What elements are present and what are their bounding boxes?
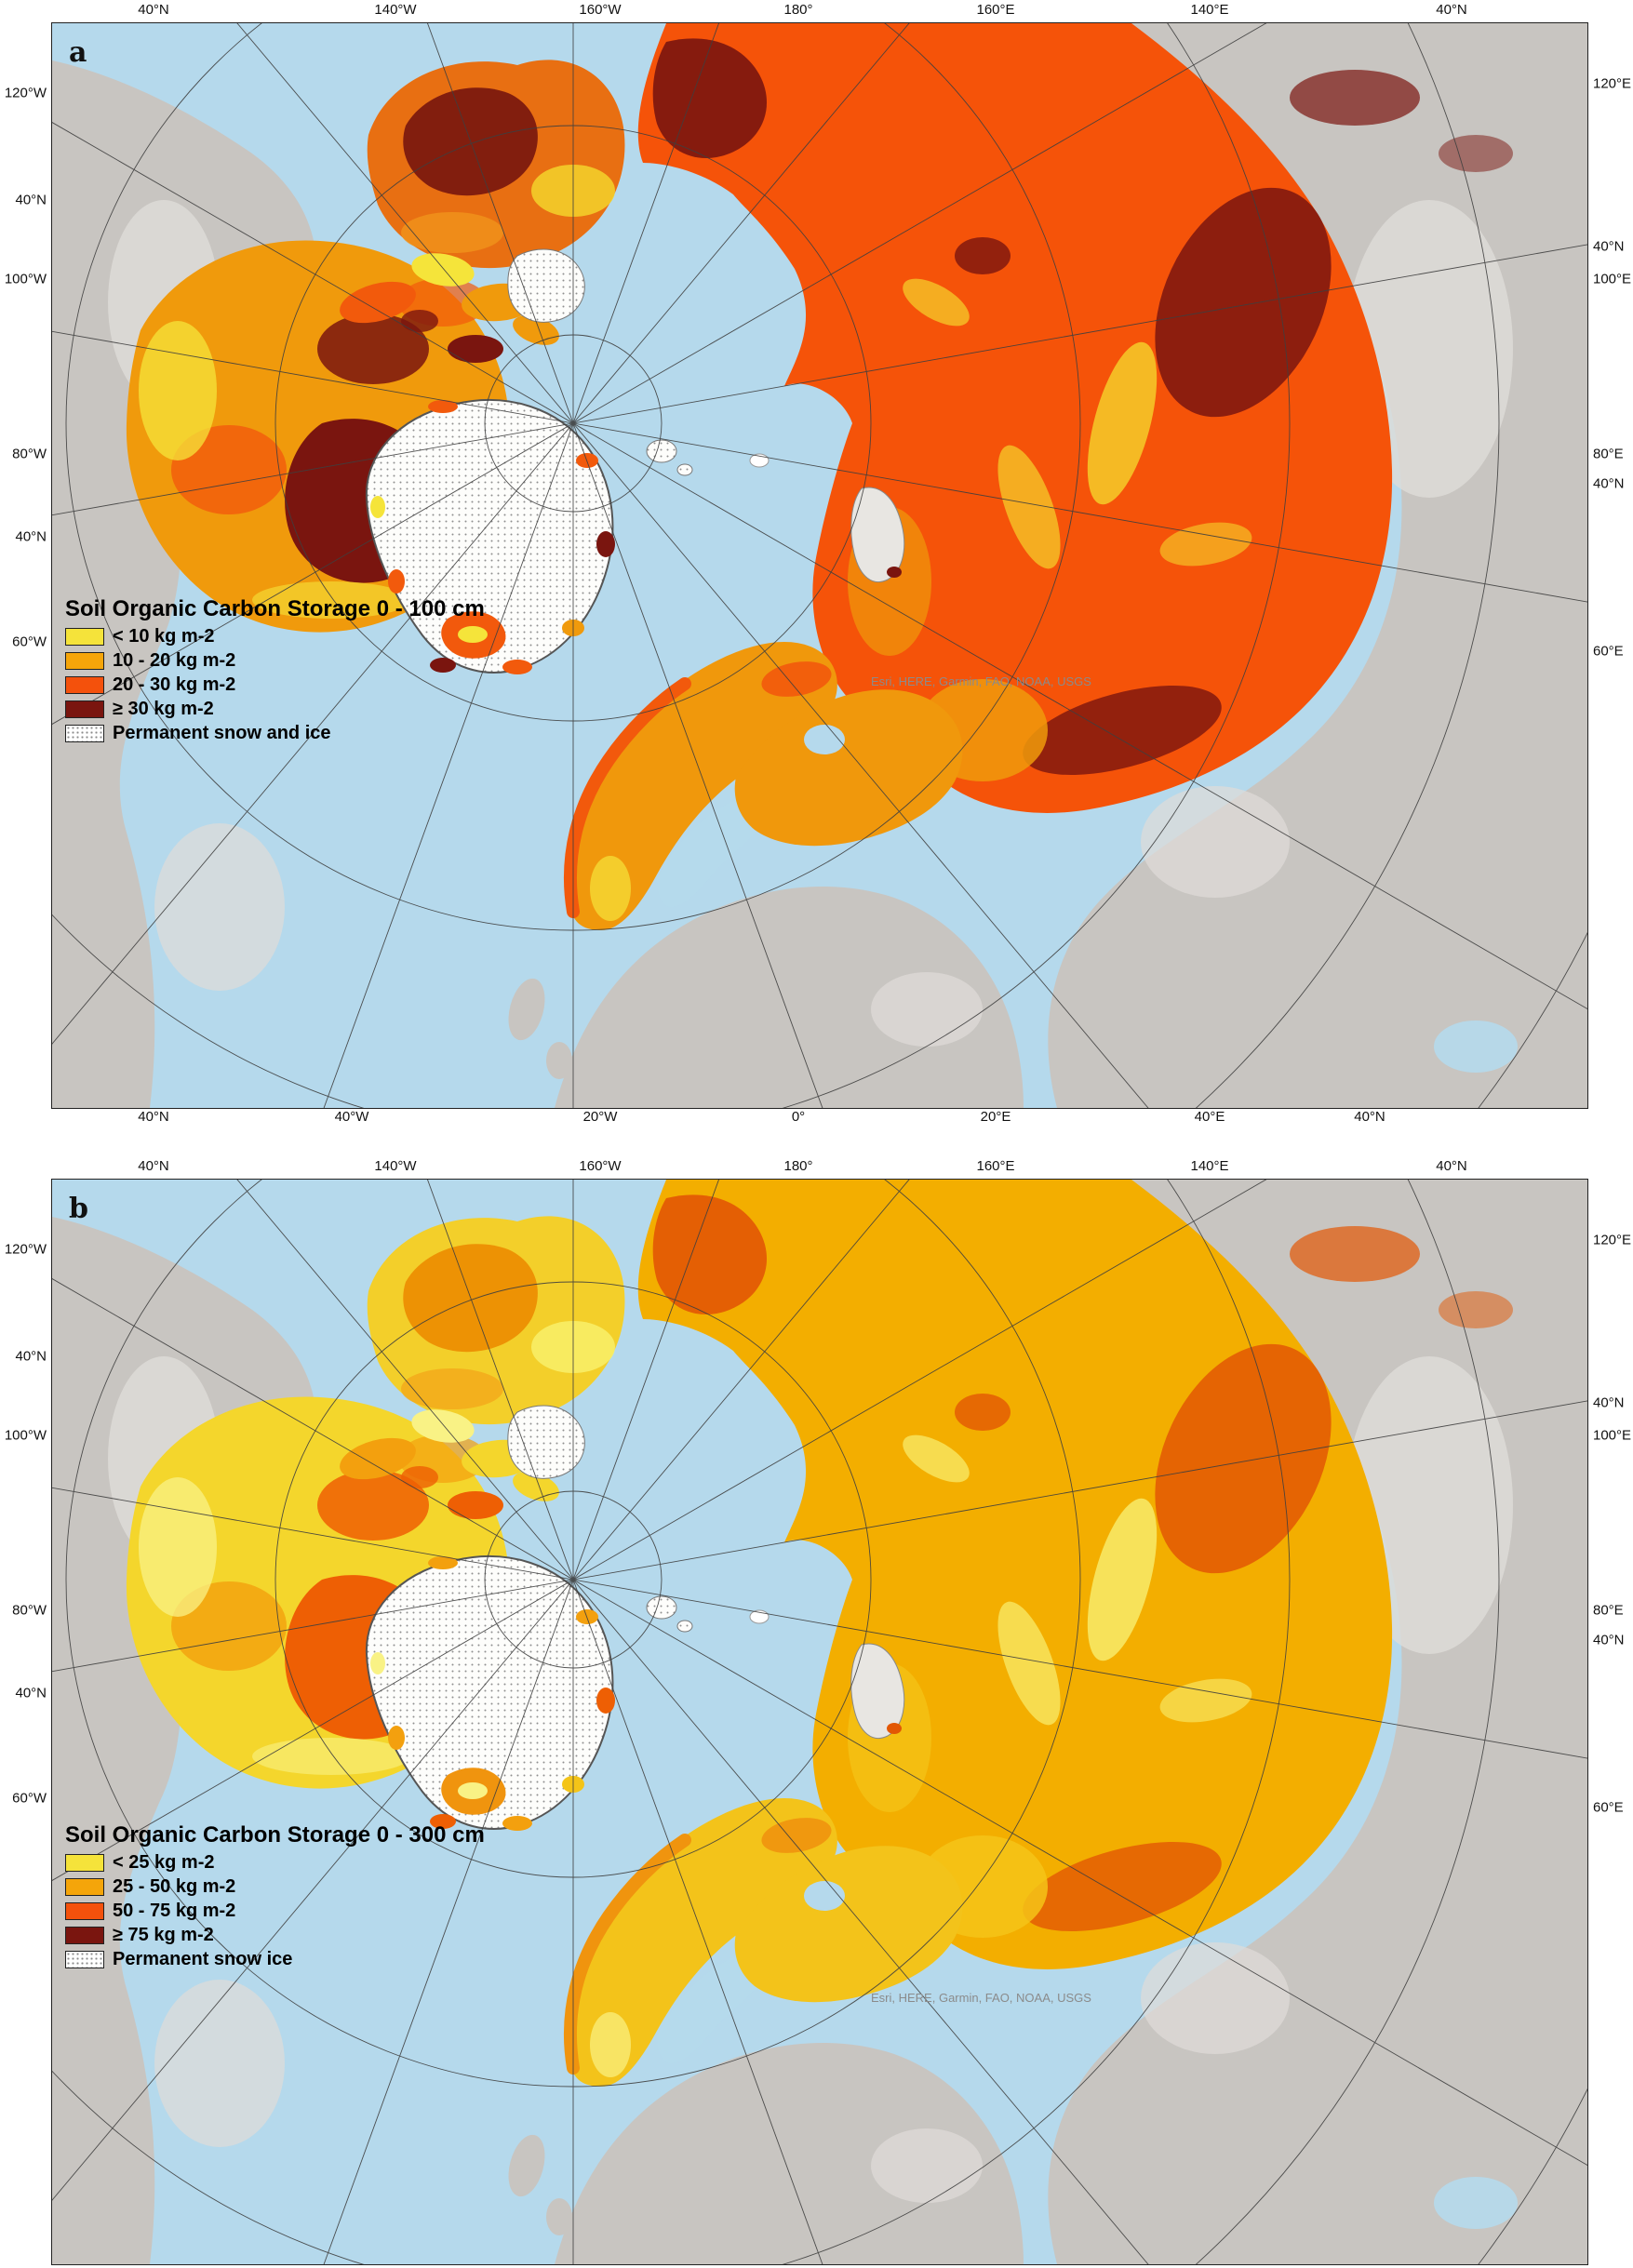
tick-label: 40°N [138,1109,169,1125]
legend-label: 10 - 20 kg m-2 [113,649,236,671]
legend-swatch [65,1926,104,1944]
tick-label: 60°E [1593,1799,1624,1816]
map-attribution: Esri, HERE, Garmin, FAO, NOAA, USGS [871,674,1091,688]
legend-item: Permanent snow and ice [65,723,485,744]
legend-swatch-snow [65,1950,104,1968]
panel-b: 40°N 140°W 160°W 180° 160°E 140°E 40°N 4… [0,1134,1633,2268]
legend-panel-a: Soil Organic Carbon Storage 0 - 100 cm <… [65,596,485,747]
legend-label: 25 - 50 kg m-2 [113,1875,236,1897]
tick-label: 160°W [579,2,622,18]
tick-label: 120°E [1593,1232,1632,1248]
tick-label: 40°N [15,1685,47,1701]
legend-swatch [65,1877,104,1896]
tick-label: 100°E [1593,1427,1632,1444]
legend-swatch-snow [65,724,104,742]
legend-label: < 10 kg m-2 [113,625,215,647]
tick-label: 40°N [1436,2,1467,18]
tick-label: 60°E [1593,643,1624,660]
legend-item: 10 - 20 kg m-2 [65,650,485,672]
tick-label: 140°W [374,1158,417,1174]
map-panel-a: a Soil Organic Carbon Storage 0 - 100 cm… [51,22,1588,1109]
map-attribution: Esri, HERE, Garmin, FAO, NOAA, USGS [871,1991,1091,2005]
legend-panel-b: Soil Organic Carbon Storage 0 - 300 cm <… [65,1822,485,1973]
arctic-map-a [52,23,1587,1108]
tick-label: 180° [783,1158,813,1174]
legend-title: Soil Organic Carbon Storage 0 - 300 cm [65,1822,485,1848]
panel-letter: a [69,36,87,69]
legend-label: 50 - 75 kg m-2 [113,1900,236,1921]
legend-item: < 25 kg m-2 [65,1852,485,1874]
tick-label: 40°W [334,1109,369,1125]
legend-label: Permanent snow and ice [113,722,331,743]
tick-label: 160°E [976,1158,1015,1174]
tick-label: 80°W [12,446,47,462]
tick-label: 140°E [1190,1158,1229,1174]
legend-item: 25 - 50 kg m-2 [65,1876,485,1898]
legend-swatch [65,675,104,694]
arctic-map-b [52,1180,1587,2264]
tick-label: 40°N [1593,475,1625,492]
tick-label: 180° [783,2,813,18]
legend-item: ≥ 30 kg m-2 [65,699,485,720]
tick-label: 40°N [138,2,169,18]
legend-swatch [65,1853,104,1872]
legend-item: 50 - 75 kg m-2 [65,1901,485,1922]
tick-label: 140°E [1190,2,1229,18]
legend-swatch [65,700,104,718]
legend-title: Soil Organic Carbon Storage 0 - 100 cm [65,596,485,621]
tick-label: 80°E [1593,1602,1624,1619]
tick-label: 40°N [1436,1158,1467,1174]
legend-swatch [65,1901,104,1920]
legend-item: 20 - 30 kg m-2 [65,674,485,696]
tick-label: 40°N [1593,1632,1625,1648]
tick-label: 160°E [976,2,1015,18]
tick-label: 40°N [1593,238,1625,255]
legend-item: ≥ 75 kg m-2 [65,1925,485,1946]
tick-label: 120°E [1593,75,1632,92]
panel-a: 40°N 140°W 160°W 180° 160°E 140°E 40°N 4… [4,2,1632,1125]
tick-label: 80°W [12,1602,47,1619]
tick-label: 40°N [15,528,47,545]
legend-label: < 25 kg m-2 [113,1851,215,1873]
tick-label: 20°E [980,1109,1011,1125]
tick-label: 100°W [4,271,47,287]
tick-label: 40°N [15,1348,47,1365]
tick-label: 100°W [4,1427,47,1444]
tick-label: 40°N [138,1158,169,1174]
legend-label: Permanent snow ice [113,1948,293,1969]
legend-label: ≥ 30 kg m-2 [113,698,214,719]
legend-label: 20 - 30 kg m-2 [113,674,236,695]
tick-label: 40°E [1194,1109,1225,1125]
tick-label: 40°N [15,192,47,208]
tick-label: 120°W [4,1241,47,1258]
legend-swatch [65,651,104,670]
map-panel-b: b Soil Organic Carbon Storage 0 - 300 cm… [51,1179,1588,2265]
tick-label: 40°N [1593,1394,1625,1411]
tick-label: 40°N [1354,1109,1385,1125]
panel-letter: b [69,1193,88,1225]
legend-swatch [65,627,104,646]
legend-item: Permanent snow ice [65,1949,485,1970]
legend-item: < 10 kg m-2 [65,626,485,647]
tick-label: 160°W [579,1158,622,1174]
tick-label: 20°W [582,1109,618,1125]
tick-label: 120°W [4,85,47,101]
tick-label: 60°W [12,634,47,650]
legend-label: ≥ 75 kg m-2 [113,1924,214,1945]
tick-label: 140°W [374,2,417,18]
tick-label: 0° [791,1109,806,1125]
tick-label: 80°E [1593,446,1624,462]
tick-label: 60°W [12,1790,47,1807]
tick-label: 100°E [1593,271,1632,287]
